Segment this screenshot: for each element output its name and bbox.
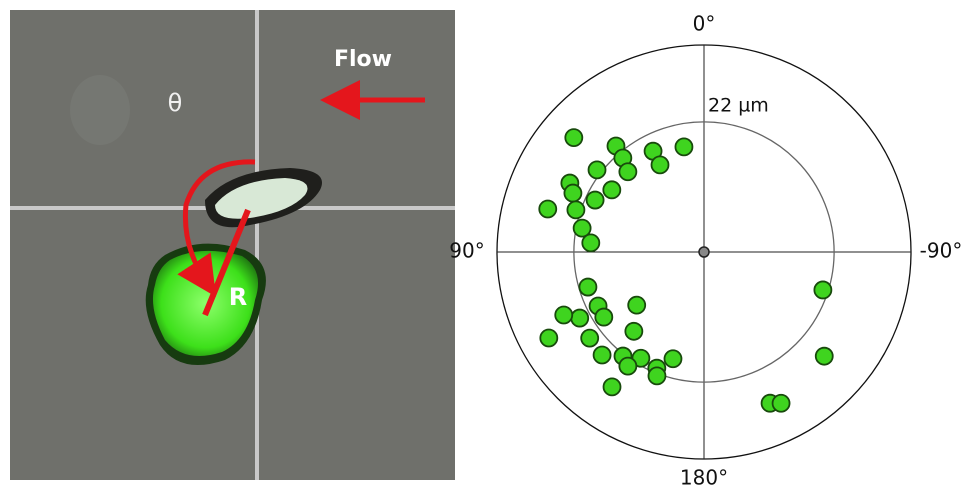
data-point bbox=[567, 201, 584, 218]
data-point bbox=[594, 346, 611, 363]
angle-label: 0° bbox=[693, 12, 716, 36]
data-point bbox=[539, 200, 556, 217]
angle-label: -90° bbox=[920, 239, 963, 263]
polar-plot: 0° 90° 180° -90° 22 µm bbox=[449, 12, 962, 490]
data-point bbox=[582, 234, 599, 251]
data-point bbox=[571, 310, 588, 327]
data-point bbox=[604, 378, 621, 395]
data-point bbox=[581, 330, 598, 347]
data-point bbox=[816, 348, 833, 365]
data-point bbox=[603, 181, 620, 198]
data-point bbox=[589, 161, 606, 178]
radius-label: 22 µm bbox=[708, 94, 769, 116]
angle-label: θ bbox=[168, 89, 183, 117]
data-point bbox=[652, 156, 669, 173]
data-point bbox=[625, 323, 642, 340]
data-point bbox=[595, 309, 612, 326]
data-point bbox=[579, 279, 596, 296]
micrograph: Flow θ R bbox=[10, 10, 455, 480]
data-point bbox=[587, 192, 604, 209]
data-point bbox=[648, 367, 665, 384]
radius-label: R bbox=[229, 283, 247, 311]
data-point bbox=[814, 281, 831, 298]
figure: Flow θ R 0° 90° 180° -90° 22 µm bbox=[0, 0, 965, 491]
data-point bbox=[664, 350, 681, 367]
angle-label: 90° bbox=[449, 239, 484, 263]
data-point bbox=[628, 297, 645, 314]
flow-label: Flow bbox=[334, 47, 392, 72]
center-mark bbox=[699, 247, 709, 257]
data-point bbox=[564, 185, 581, 202]
data-point bbox=[565, 129, 582, 146]
data-point bbox=[555, 307, 572, 324]
angle-label: 180° bbox=[680, 466, 728, 490]
data-point bbox=[675, 138, 692, 155]
data-point bbox=[619, 163, 636, 180]
data-point bbox=[540, 330, 557, 347]
data-point bbox=[773, 395, 790, 412]
data-point bbox=[619, 358, 636, 375]
